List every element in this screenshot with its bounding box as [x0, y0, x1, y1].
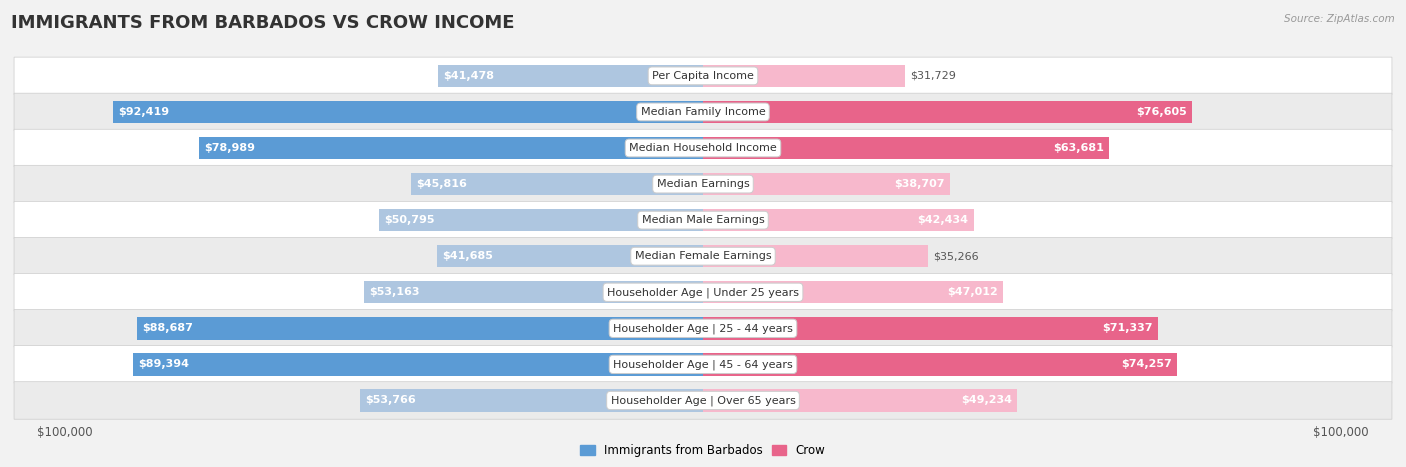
- Text: $42,434: $42,434: [918, 215, 969, 225]
- FancyBboxPatch shape: [14, 274, 1392, 311]
- Text: Householder Age | Over 65 years: Householder Age | Over 65 years: [610, 395, 796, 406]
- Bar: [364, 281, 703, 304]
- Text: $35,266: $35,266: [934, 251, 979, 261]
- Text: Median Male Earnings: Median Male Earnings: [641, 215, 765, 225]
- Bar: [360, 389, 703, 411]
- Bar: [703, 281, 1002, 304]
- Text: IMMIGRANTS FROM BARBADOS VS CROW INCOME: IMMIGRANTS FROM BARBADOS VS CROW INCOME: [11, 14, 515, 32]
- Bar: [138, 317, 703, 340]
- Text: $38,707: $38,707: [894, 179, 945, 189]
- Text: $53,766: $53,766: [366, 396, 416, 405]
- FancyBboxPatch shape: [14, 237, 1392, 275]
- FancyBboxPatch shape: [14, 57, 1392, 95]
- Text: $92,419: $92,419: [118, 107, 170, 117]
- Bar: [703, 137, 1109, 159]
- Text: $88,687: $88,687: [142, 323, 193, 333]
- Bar: [703, 317, 1159, 340]
- Text: Per Capita Income: Per Capita Income: [652, 71, 754, 81]
- Text: $31,729: $31,729: [911, 71, 956, 81]
- Text: Householder Age | 45 - 64 years: Householder Age | 45 - 64 years: [613, 359, 793, 370]
- Text: $78,989: $78,989: [204, 143, 256, 153]
- Bar: [437, 245, 703, 268]
- Text: Median Household Income: Median Household Income: [628, 143, 778, 153]
- Text: $41,685: $41,685: [443, 251, 494, 261]
- Text: $63,681: $63,681: [1053, 143, 1104, 153]
- Bar: [703, 209, 974, 231]
- Bar: [132, 353, 703, 375]
- Bar: [703, 353, 1177, 375]
- Text: $71,337: $71,337: [1102, 323, 1153, 333]
- Bar: [703, 65, 905, 87]
- Text: $45,816: $45,816: [416, 179, 467, 189]
- Text: Median Earnings: Median Earnings: [657, 179, 749, 189]
- Legend: Immigrants from Barbados, Crow: Immigrants from Barbados, Crow: [575, 439, 831, 462]
- Bar: [703, 101, 1192, 123]
- Text: $76,605: $76,605: [1136, 107, 1187, 117]
- Text: $41,478: $41,478: [443, 71, 495, 81]
- Bar: [703, 245, 928, 268]
- Text: $74,257: $74,257: [1121, 360, 1171, 369]
- Text: Source: ZipAtlas.com: Source: ZipAtlas.com: [1284, 14, 1395, 24]
- Bar: [703, 173, 950, 195]
- FancyBboxPatch shape: [14, 129, 1392, 167]
- Text: Median Family Income: Median Family Income: [641, 107, 765, 117]
- FancyBboxPatch shape: [14, 201, 1392, 239]
- Text: $47,012: $47,012: [948, 287, 998, 297]
- FancyBboxPatch shape: [14, 346, 1392, 383]
- Text: $50,795: $50,795: [384, 215, 434, 225]
- Text: $49,234: $49,234: [960, 396, 1012, 405]
- FancyBboxPatch shape: [14, 165, 1392, 203]
- Text: Householder Age | Under 25 years: Householder Age | Under 25 years: [607, 287, 799, 297]
- Text: Median Female Earnings: Median Female Earnings: [634, 251, 772, 261]
- FancyBboxPatch shape: [14, 310, 1392, 347]
- FancyBboxPatch shape: [14, 382, 1392, 419]
- FancyBboxPatch shape: [14, 93, 1392, 131]
- Bar: [411, 173, 703, 195]
- Bar: [439, 65, 703, 87]
- Bar: [114, 101, 703, 123]
- Bar: [703, 389, 1017, 411]
- Text: $89,394: $89,394: [138, 360, 188, 369]
- Text: Householder Age | 25 - 44 years: Householder Age | 25 - 44 years: [613, 323, 793, 333]
- Text: $53,163: $53,163: [368, 287, 419, 297]
- Bar: [380, 209, 703, 231]
- Bar: [200, 137, 703, 159]
